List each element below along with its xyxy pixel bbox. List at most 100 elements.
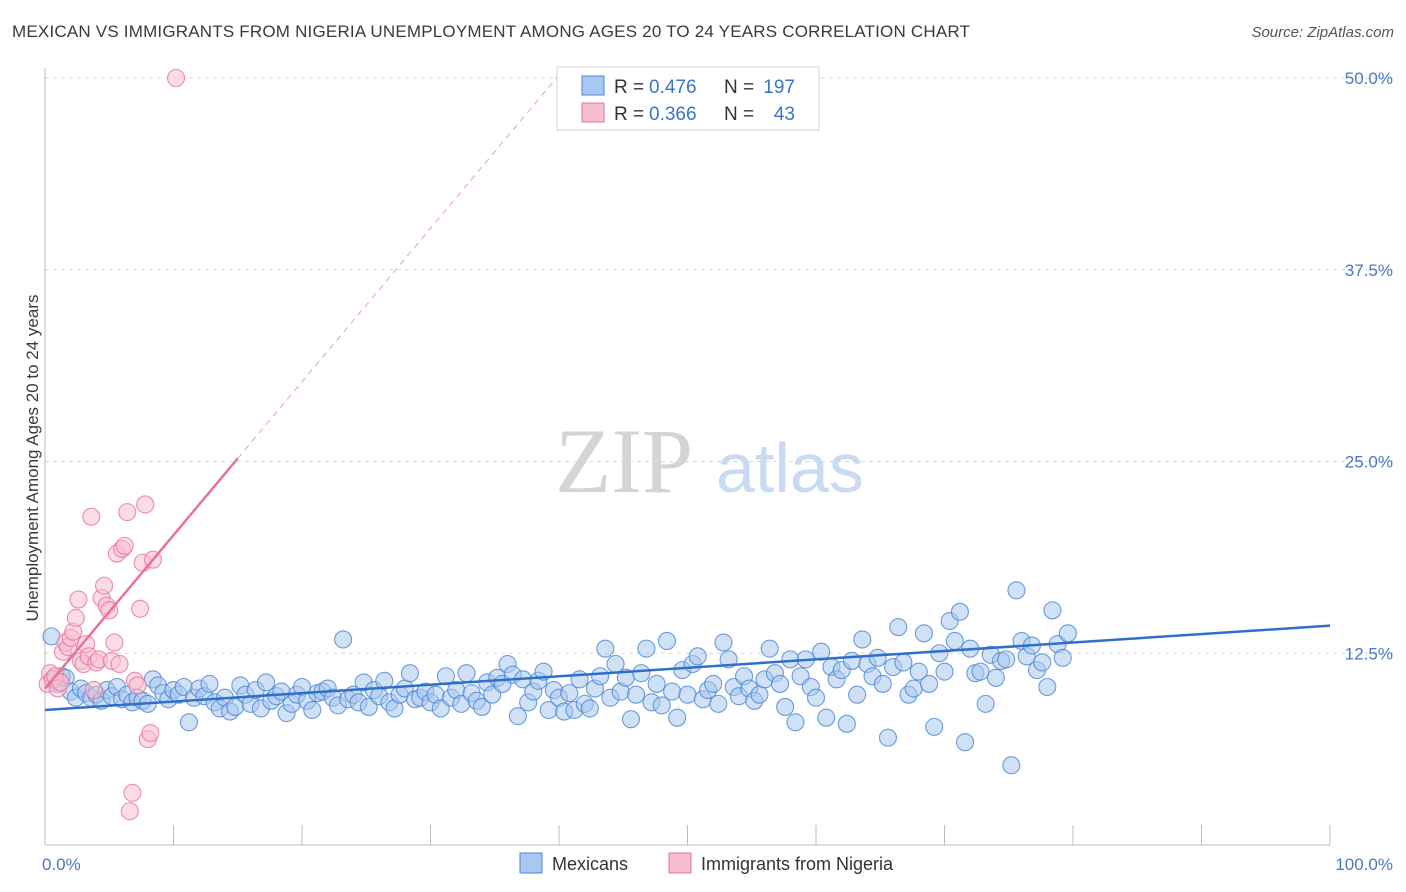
legend-n-label-2: N =: [724, 104, 754, 125]
nigeria-points: [38, 68, 186, 821]
mexicans-point: [920, 674, 939, 693]
legend-r-value-2: 0.366: [649, 104, 697, 125]
nigeria-point: [120, 802, 139, 821]
nigeria-point: [141, 723, 160, 743]
mexicans-point: [1033, 653, 1052, 672]
y-tick-label: 37.5%: [1345, 261, 1393, 280]
mexicans-point: [652, 696, 671, 715]
y-tick-label: 50.0%: [1345, 69, 1393, 88]
nigeria-point: [118, 503, 137, 522]
mexicans-point: [663, 682, 682, 701]
mexicans-point: [848, 685, 867, 704]
legend-n-value-2: 43: [774, 104, 795, 125]
legend-swatch-mexicans: [581, 75, 605, 96]
legend-n-label-1: N =: [724, 77, 754, 98]
mexicans-point: [786, 713, 805, 732]
mexicans-point: [621, 710, 641, 729]
mexicans-point: [950, 602, 969, 621]
mexicans-point: [1053, 648, 1072, 667]
nigeria-point: [84, 681, 103, 700]
mexicans-point: [986, 668, 1005, 687]
mexicans-point: [668, 708, 687, 727]
mexicans-point: [1058, 624, 1077, 643]
nigeria-trend: [44, 457, 239, 690]
bottom-legend-swatch-mexicans: [519, 852, 543, 874]
chart-title: MEXICAN VS IMMIGRANTS FROM NIGERIA UNEMP…: [12, 22, 971, 41]
mexicans-point: [688, 647, 707, 666]
mexicans-point: [632, 664, 651, 683]
mexicans-point: [776, 697, 795, 716]
mexicans-point: [853, 630, 872, 649]
legend-n-value-1: 197: [763, 77, 795, 98]
mexicans-point: [472, 697, 491, 716]
mexicans-point: [1007, 581, 1026, 600]
mexicans-point: [704, 674, 723, 693]
mexicans-point: [256, 673, 276, 692]
mexicans-point: [591, 667, 610, 686]
legend-r-label-1: R =: [614, 77, 644, 98]
mexicans-point: [842, 651, 862, 670]
mexicans-point: [637, 639, 656, 658]
nigeria-point: [131, 599, 150, 618]
mexicans-point: [894, 653, 913, 672]
mexicans-point: [200, 674, 219, 693]
correlation-legend: R = 0.476 N = 197 R = 0.366 N = 43: [556, 66, 820, 131]
mexicans-point: [375, 671, 394, 690]
mexicans-point: [914, 624, 933, 643]
mexicans-point: [627, 685, 646, 704]
mexicans-point: [976, 694, 995, 713]
nigeria-point: [105, 633, 124, 652]
nigeria-point: [110, 654, 129, 674]
mexicans-point: [580, 699, 599, 718]
mexicans-point: [817, 708, 836, 727]
nigeria-trend-line: [44, 457, 239, 690]
mexicans-point: [935, 662, 954, 681]
mexicans-point: [997, 650, 1016, 669]
nigeria-point: [51, 673, 70, 692]
legend-r-value-1: 0.476: [649, 77, 697, 98]
mexicans-trend: [44, 624, 1331, 712]
mexicans-point: [647, 674, 666, 693]
bottom-legend-mexicans: Mexicans: [552, 854, 628, 874]
mexicans-point: [909, 662, 928, 681]
y-axis-tick-labels: 12.5% 25.0% 37.5% 50.0%: [1345, 69, 1393, 663]
watermark-atlas: atlas: [716, 429, 864, 507]
mexicans-point: [657, 631, 676, 651]
nigeria-point: [95, 576, 114, 595]
mexicans-point: [750, 685, 769, 704]
mexicans-point: [714, 633, 733, 652]
mexicans-point: [760, 639, 779, 658]
mexicans-point: [179, 713, 198, 732]
mexicans-point: [1038, 677, 1057, 697]
nigeria-point: [123, 783, 142, 802]
nigeria-trend-extension-line: [237, 74, 560, 459]
mexicans-point: [930, 644, 949, 663]
gridlines: [45, 77, 1393, 654]
mexicans-point: [457, 664, 476, 683]
mexicans-point: [334, 630, 353, 649]
mexicans-point: [904, 679, 923, 698]
mexicans-point: [945, 631, 964, 651]
mexicans-point: [400, 664, 419, 683]
mexicans-point: [770, 674, 790, 693]
nigeria-point: [115, 536, 134, 555]
legend-swatch-nigeria: [581, 102, 605, 123]
mexicans-point: [889, 618, 908, 637]
nigeria-point: [82, 507, 101, 526]
x-axis-ticks: [44, 825, 1331, 845]
mexicans-point: [508, 707, 527, 726]
y-tick-label: 25.0%: [1345, 453, 1393, 472]
bottom-legend-nigeria: Immigrants from Nigeria: [701, 854, 894, 874]
nigeria-trend-extension: [237, 74, 560, 459]
nigeria-point: [136, 495, 155, 514]
bottom-legend-swatch-nigeria: [668, 852, 692, 874]
y-tick-label: 12.5%: [1345, 644, 1393, 663]
mexicans-point: [873, 674, 892, 693]
series-legend: Mexicans Immigrants from Nigeria: [519, 852, 894, 874]
mexicans-point: [837, 714, 856, 733]
mexicans-points: [42, 581, 1077, 775]
mexicans-point: [303, 700, 322, 720]
mexicans-point: [709, 694, 728, 713]
mexicans-point: [560, 684, 579, 703]
